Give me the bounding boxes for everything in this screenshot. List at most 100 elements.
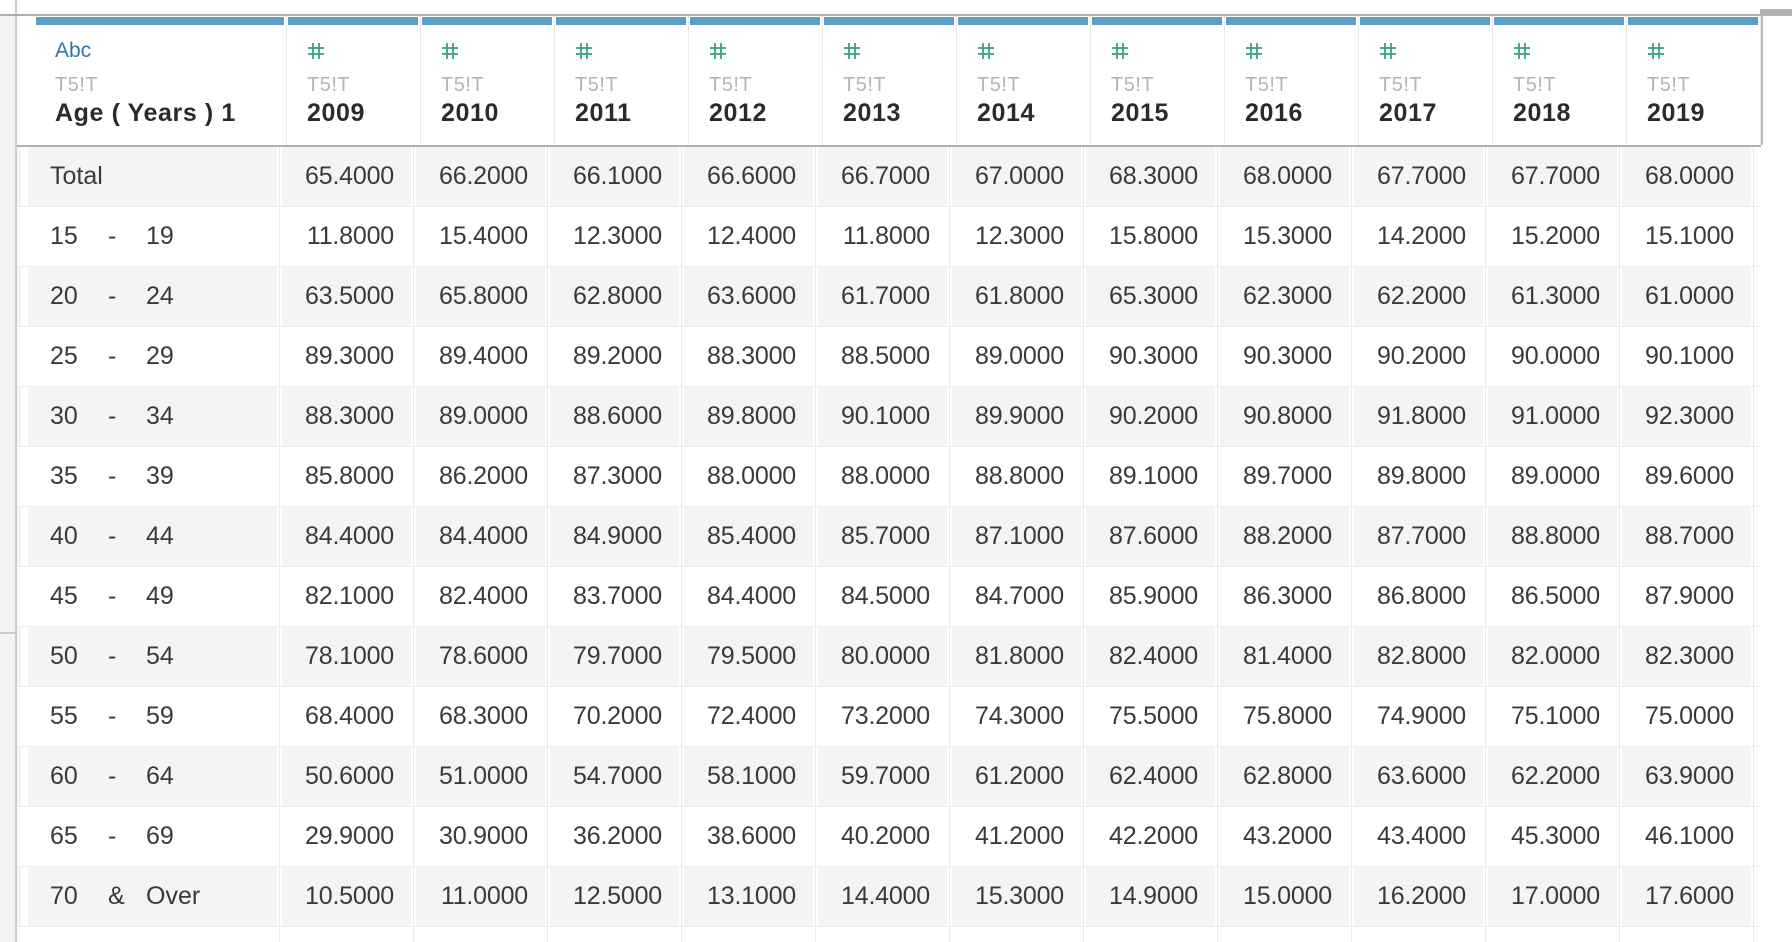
value-cell[interactable]: 82.1000 [280, 567, 414, 626]
value-cell[interactable]: 87.1000 [950, 507, 1084, 566]
age-group-cell[interactable]: 30 - 34 [28, 387, 280, 446]
value-cell[interactable]: 84.4000 [682, 567, 816, 626]
value-cell[interactable]: 65.8000 [414, 267, 548, 326]
value-cell[interactable]: 89.7000 [1218, 447, 1352, 506]
value-cell[interactable]: 12.5000 [548, 867, 682, 926]
value-cell[interactable]: 68.3000 [414, 687, 548, 746]
value-cell[interactable]: 87.9000 [1620, 567, 1754, 626]
value-cell[interactable]: 61.3000 [1486, 267, 1620, 326]
value-cell[interactable]: 91.8000 [1352, 387, 1486, 446]
value-cell[interactable]: 14.2000 [1352, 207, 1486, 266]
value-cell[interactable]: 72.4000 [682, 687, 816, 746]
value-cell[interactable]: 86.5000 [1486, 567, 1620, 626]
value-cell[interactable]: 43.4000 [1352, 807, 1486, 866]
value-cell[interactable]: 85.4000 [682, 507, 816, 566]
value-cell[interactable]: 89.0000 [950, 327, 1084, 386]
value-cell[interactable]: 90.2000 [1352, 327, 1486, 386]
age-group-cell[interactable]: 65 - 69 [28, 807, 280, 866]
value-cell[interactable]: 17.6000 [1620, 867, 1754, 926]
value-cell[interactable]: 11.0000 [414, 867, 548, 926]
value-cell[interactable]: 68.3000 [1084, 147, 1218, 206]
value-cell[interactable]: 89.3000 [280, 327, 414, 386]
value-cell[interactable]: 86.8000 [1352, 567, 1486, 626]
value-cell[interactable]: 15.1000 [1620, 207, 1754, 266]
column-header-year[interactable]: T5!T 2014 [957, 16, 1091, 145]
value-cell[interactable]: 50.6000 [280, 747, 414, 806]
value-cell[interactable]: 36.2000 [548, 807, 682, 866]
value-cell[interactable]: 90.1000 [816, 387, 950, 446]
value-cell[interactable]: 67.7000 [1352, 147, 1486, 206]
column-header-age[interactable]: Abc T5!T Age ( Years ) 1 [35, 16, 287, 145]
value-cell[interactable]: 65.3000 [1084, 267, 1218, 326]
value-cell[interactable]: 87.7000 [1352, 507, 1486, 566]
value-cell[interactable]: 68.4000 [280, 687, 414, 746]
value-cell[interactable]: 67.7000 [1486, 147, 1620, 206]
column-header-year[interactable]: T5!T 2019 [1627, 16, 1761, 145]
value-cell[interactable]: 62.8000 [1218, 747, 1352, 806]
value-cell[interactable]: 11.8000 [280, 207, 414, 266]
value-cell[interactable]: 87.6000 [1084, 507, 1218, 566]
value-cell[interactable]: 73.2000 [816, 687, 950, 746]
age-group-cell[interactable]: 60 - 64 [28, 747, 280, 806]
value-cell[interactable]: 63.6000 [1352, 747, 1486, 806]
value-cell[interactable]: 86.3000 [1218, 567, 1352, 626]
value-cell[interactable]: 88.2000 [1218, 507, 1352, 566]
value-cell[interactable]: 88.6000 [548, 387, 682, 446]
age-group-cell[interactable]: 20 - 24 [28, 267, 280, 326]
value-cell[interactable]: 89.4000 [414, 327, 548, 386]
value-cell[interactable]: 13.1000 [682, 867, 816, 926]
value-cell[interactable]: 62.2000 [1486, 747, 1620, 806]
value-cell[interactable]: 81.8000 [950, 627, 1084, 686]
age-group-cell[interactable]: 15 - 19 [28, 207, 280, 266]
value-cell[interactable]: 66.6000 [682, 147, 816, 206]
value-cell[interactable]: 17.0000 [1486, 867, 1620, 926]
value-cell[interactable]: 65.4000 [280, 147, 414, 206]
value-cell[interactable]: 58.1000 [682, 747, 816, 806]
value-cell[interactable]: 40.2000 [816, 807, 950, 866]
value-cell[interactable]: 66.7000 [816, 147, 950, 206]
value-cell[interactable]: 91.0000 [1486, 387, 1620, 446]
value-cell[interactable]: 75.1000 [1486, 687, 1620, 746]
age-group-cell[interactable]: 55 - 59 [28, 687, 280, 746]
value-cell[interactable]: 10.5000 [280, 867, 414, 926]
value-cell[interactable]: 38.6000 [682, 807, 816, 866]
value-cell[interactable]: 11.8000 [816, 207, 950, 266]
value-cell[interactable]: 54.7000 [548, 747, 682, 806]
column-header-year[interactable]: T5!T 2010 [421, 16, 555, 145]
value-cell[interactable]: 83.7000 [548, 567, 682, 626]
column-header-year[interactable]: T5!T 2013 [823, 16, 957, 145]
value-cell[interactable]: 15.2000 [1486, 207, 1620, 266]
value-cell[interactable]: 80.0000 [816, 627, 950, 686]
value-cell[interactable]: 84.5000 [816, 567, 950, 626]
value-cell[interactable]: 30.9000 [414, 807, 548, 866]
column-header-year[interactable]: T5!T 2011 [555, 16, 689, 145]
value-cell[interactable]: 15.3000 [1218, 207, 1352, 266]
value-cell[interactable]: 66.1000 [548, 147, 682, 206]
column-header-year[interactable]: T5!T 2018 [1493, 16, 1627, 145]
value-cell[interactable]: 46.1000 [1620, 807, 1754, 866]
age-group-cell[interactable]: 40 - 44 [28, 507, 280, 566]
left-scrollbar-thumb-edge[interactable] [0, 632, 15, 634]
value-cell[interactable]: 82.8000 [1352, 627, 1486, 686]
value-cell[interactable]: 68.0000 [1620, 147, 1754, 206]
value-cell[interactable]: 75.0000 [1620, 687, 1754, 746]
value-cell[interactable]: 89.0000 [414, 387, 548, 446]
value-cell[interactable]: 82.4000 [414, 567, 548, 626]
value-cell[interactable]: 67.0000 [950, 147, 1084, 206]
value-cell[interactable]: 88.3000 [280, 387, 414, 446]
value-cell[interactable]: 12.3000 [950, 207, 1084, 266]
value-cell[interactable]: 51.0000 [414, 747, 548, 806]
value-cell[interactable]: 45.3000 [1486, 807, 1620, 866]
age-group-cell[interactable]: 25 - 29 [28, 327, 280, 386]
value-cell[interactable]: 61.7000 [816, 267, 950, 326]
value-cell[interactable]: 82.0000 [1486, 627, 1620, 686]
value-cell[interactable]: 79.7000 [548, 627, 682, 686]
value-cell[interactable]: 12.3000 [548, 207, 682, 266]
value-cell[interactable]: 89.8000 [682, 387, 816, 446]
value-cell[interactable]: 59.7000 [816, 747, 950, 806]
value-cell[interactable]: 90.3000 [1218, 327, 1352, 386]
value-cell[interactable]: 89.6000 [1620, 447, 1754, 506]
value-cell[interactable]: 61.2000 [950, 747, 1084, 806]
value-cell[interactable]: 88.8000 [950, 447, 1084, 506]
value-cell[interactable]: 74.3000 [950, 687, 1084, 746]
